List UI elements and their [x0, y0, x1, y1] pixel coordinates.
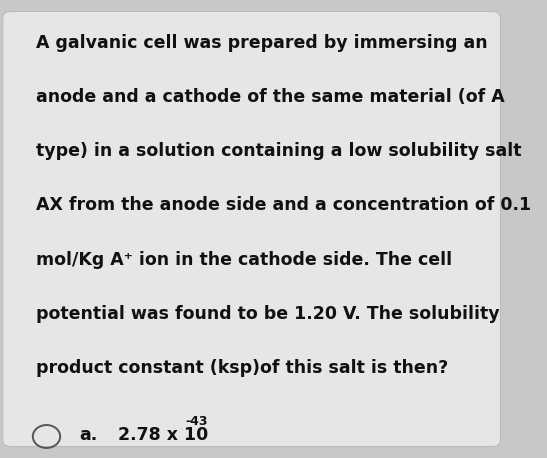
Text: product constant (ksp)of this salt is then?: product constant (ksp)of this salt is th… [36, 359, 448, 376]
Text: potential was found to be 1.20 V. The solubility: potential was found to be 1.20 V. The so… [36, 305, 499, 322]
Text: -43: -43 [185, 415, 208, 428]
Text: anode and a cathode of the same material (of A: anode and a cathode of the same material… [36, 88, 504, 106]
Text: 2.78 x 10: 2.78 x 10 [118, 426, 208, 444]
FancyBboxPatch shape [3, 11, 501, 447]
Text: a.: a. [79, 426, 97, 444]
Text: mol/Kg A⁺ ion in the cathode side. The cell: mol/Kg A⁺ ion in the cathode side. The c… [36, 251, 452, 268]
Text: AX from the anode side and a concentration of 0.1: AX from the anode side and a concentrati… [36, 196, 531, 214]
Text: A galvanic cell was prepared by immersing an: A galvanic cell was prepared by immersin… [36, 34, 487, 52]
Text: type) in a solution containing a low solubility salt: type) in a solution containing a low sol… [36, 142, 521, 160]
